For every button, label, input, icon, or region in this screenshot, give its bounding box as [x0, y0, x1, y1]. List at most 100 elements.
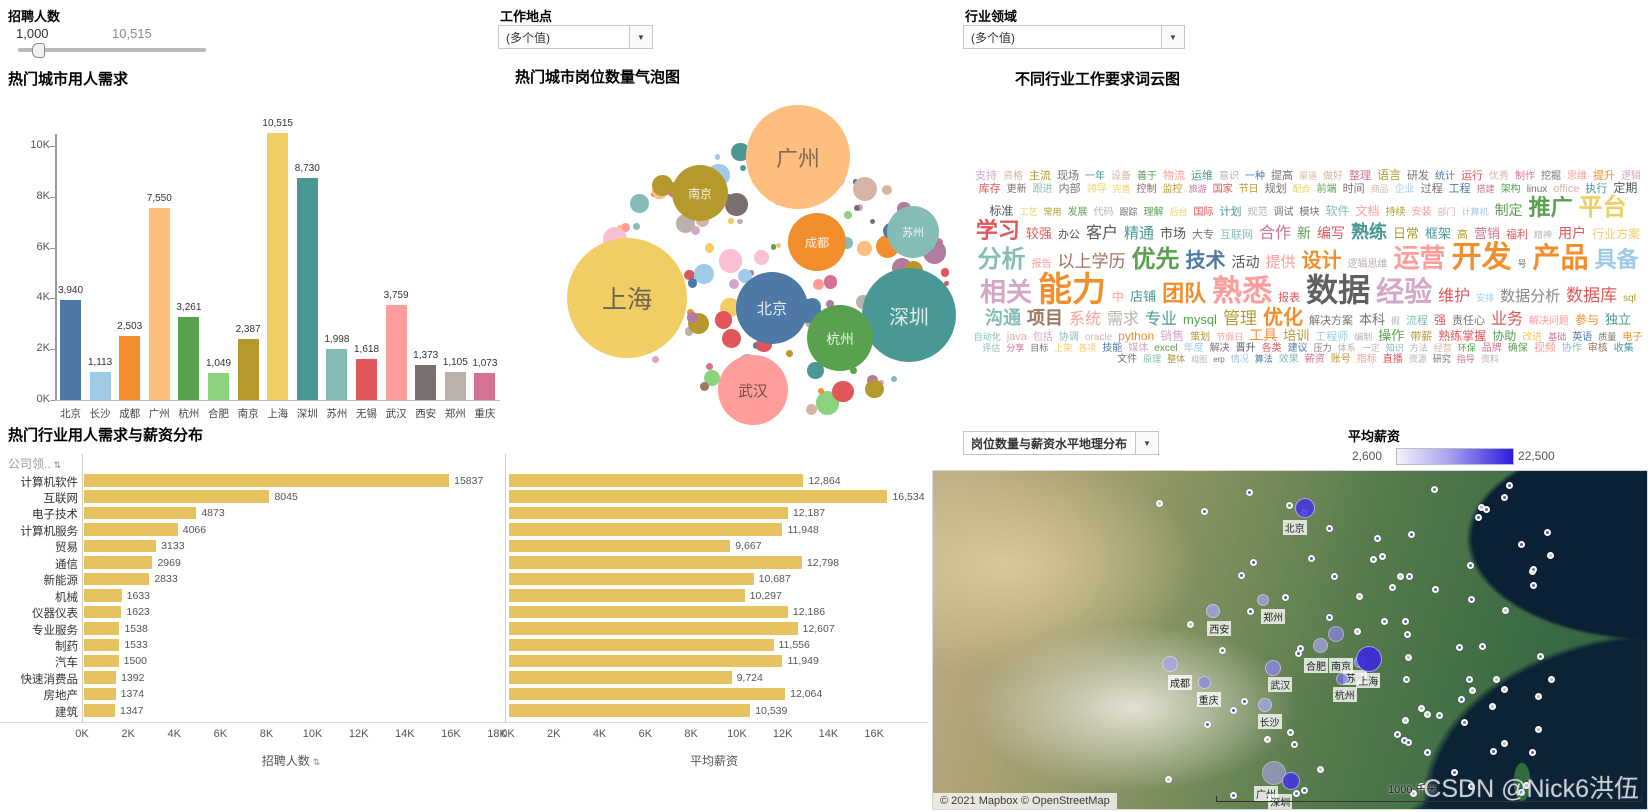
- bubble-small[interactable]: [748, 269, 755, 276]
- bubble-small[interactable]: [806, 361, 824, 379]
- cloud-word[interactable]: 模块: [1299, 206, 1320, 218]
- bubble-city[interactable]: 上海: [567, 238, 687, 358]
- cloud-word[interactable]: 现场: [1056, 170, 1079, 183]
- cloud-word[interactable]: 环保: [1457, 343, 1476, 354]
- cloud-word[interactable]: 挖掘: [1541, 171, 1562, 183]
- recruit-bar[interactable]: [84, 539, 157, 553]
- cloud-word[interactable]: 客户: [1085, 225, 1118, 243]
- cloud-word[interactable]: 开发: [1451, 240, 1512, 274]
- bubble-small[interactable]: [684, 269, 695, 281]
- bubble-small[interactable]: [687, 278, 698, 289]
- map-marker[interactable]: [1536, 653, 1544, 661]
- cloud-word[interactable]: 常用: [1043, 206, 1062, 217]
- cloud-word[interactable]: 经营: [1433, 343, 1452, 354]
- bubble-small[interactable]: [731, 142, 750, 161]
- cloud-word[interactable]: 系统: [1068, 310, 1101, 328]
- cloud-word[interactable]: 国际: [1193, 206, 1214, 218]
- cloud-word[interactable]: 高: [1457, 229, 1469, 242]
- cloud-word[interactable]: 跟踪: [1119, 206, 1138, 217]
- map-marker[interactable]: [1502, 607, 1510, 615]
- map-marker[interactable]: [1475, 513, 1483, 521]
- cloud-word[interactable]: 薪资: [1304, 353, 1325, 365]
- map-marker[interactable]: [1423, 711, 1431, 719]
- map-marker[interactable]: [1326, 614, 1334, 622]
- cloud-word[interactable]: 目标: [1030, 343, 1049, 354]
- map-marker[interactable]: [1330, 572, 1338, 580]
- map-marker[interactable]: [1529, 749, 1537, 757]
- industry-label[interactable]: 房地产: [43, 690, 79, 703]
- industry-label[interactable]: 快速消费品: [20, 673, 79, 686]
- cloud-word[interactable]: 主流: [1028, 170, 1051, 183]
- cloud-word[interactable]: 精通: [1123, 225, 1154, 243]
- cloud-word[interactable]: 指标: [1356, 353, 1377, 365]
- cloud-word[interactable]: 做好: [1323, 171, 1343, 183]
- cloud-word[interactable]: 框架: [1425, 226, 1452, 242]
- cloud-word[interactable]: 技术: [1185, 249, 1226, 272]
- cloud-word[interactable]: 经验: [1376, 276, 1433, 308]
- cloud-word[interactable]: 沟通: [984, 307, 1021, 328]
- recruit-bar[interactable]: [84, 654, 119, 668]
- cloud-word[interactable]: 参与: [1575, 312, 1600, 327]
- bubble-small[interactable]: [849, 366, 857, 375]
- cloud-word[interactable]: 制作: [1515, 171, 1536, 183]
- industry-label[interactable]: 计算机服务: [20, 525, 79, 538]
- cloud-word[interactable]: 文件: [1117, 353, 1138, 365]
- map-marker[interactable]: [1369, 556, 1377, 564]
- map-marker[interactable]: [1388, 583, 1396, 591]
- salary-bar[interactable]: [509, 556, 802, 569]
- cloud-word[interactable]: 制定: [1494, 201, 1523, 218]
- map-marker[interactable]: [1230, 707, 1238, 715]
- map-marker[interactable]: [1410, 789, 1417, 797]
- map-city-bubble[interactable]: [1294, 497, 1315, 518]
- row-header[interactable]: 公司领.. ⇅: [8, 457, 62, 471]
- cloud-word[interactable]: 后台: [1169, 206, 1188, 217]
- map-marker[interactable]: [1308, 555, 1316, 563]
- map-marker[interactable]: [1490, 748, 1498, 756]
- map-marker[interactable]: [1354, 627, 1362, 635]
- cloud-word[interactable]: 流程: [1405, 314, 1428, 327]
- location-filter-select[interactable]: (多个值) ▼: [498, 25, 653, 49]
- cloud-word[interactable]: 行业方案: [1592, 227, 1641, 242]
- bubble-city[interactable]: 成都: [788, 213, 846, 271]
- map-marker[interactable]: [1263, 735, 1271, 743]
- map-city-bubble[interactable]: [1264, 659, 1281, 676]
- recruit-bar[interactable]: [84, 687, 116, 701]
- map-marker[interactable]: [1483, 506, 1491, 514]
- salary-bar[interactable]: [509, 474, 804, 487]
- cloud-word[interactable]: 报告: [1031, 258, 1052, 270]
- bar[interactable]: [296, 178, 318, 400]
- map-marker[interactable]: [1396, 572, 1404, 580]
- cloud-word[interactable]: 维护: [1438, 288, 1471, 306]
- bubble-small[interactable]: [818, 388, 825, 395]
- map-city-bubble[interactable]: [1206, 604, 1221, 619]
- industry-label[interactable]: 仪器仪表: [32, 608, 78, 621]
- map-city-bubble[interactable]: [1162, 656, 1179, 673]
- bubble-small[interactable]: [652, 356, 660, 364]
- bubble-small[interactable]: [715, 311, 733, 329]
- bubble-small[interactable]: [775, 243, 781, 249]
- salary-bar[interactable]: [509, 704, 751, 717]
- cloud-word[interactable]: 软件: [1325, 203, 1350, 218]
- cloud-word[interactable]: 资源: [1408, 353, 1427, 364]
- cloud-word[interactable]: 大专: [1191, 229, 1214, 242]
- cloud-word[interactable]: 操作: [1378, 328, 1405, 344]
- cloud-word[interactable]: 完善: [1112, 184, 1131, 195]
- bubble-small[interactable]: [718, 248, 743, 273]
- salary-bar[interactable]: [509, 687, 786, 701]
- map-marker[interactable]: [1249, 559, 1257, 567]
- map-marker[interactable]: [1290, 741, 1298, 749]
- map-city-bubble[interactable]: [1336, 673, 1349, 686]
- map-marker[interactable]: [1518, 540, 1526, 548]
- cloud-word[interactable]: 销售: [1160, 329, 1185, 344]
- cloud-word[interactable]: 账号: [1330, 353, 1351, 365]
- cloud-word[interactable]: 压力: [1313, 343, 1332, 354]
- map-marker[interactable]: [1285, 502, 1293, 510]
- cloud-word[interactable]: 本科: [1358, 311, 1385, 327]
- cloud-word[interactable]: 提升: [1593, 170, 1616, 183]
- map-marker[interactable]: [1534, 692, 1542, 700]
- cloud-word[interactable]: 业务: [1491, 310, 1524, 328]
- cloud-word[interactable]: 审核: [1587, 343, 1608, 355]
- cloud-word[interactable]: 产品: [1532, 241, 1589, 273]
- bubble-small[interactable]: [824, 275, 838, 289]
- map-city-bubble[interactable]: [1356, 646, 1383, 672]
